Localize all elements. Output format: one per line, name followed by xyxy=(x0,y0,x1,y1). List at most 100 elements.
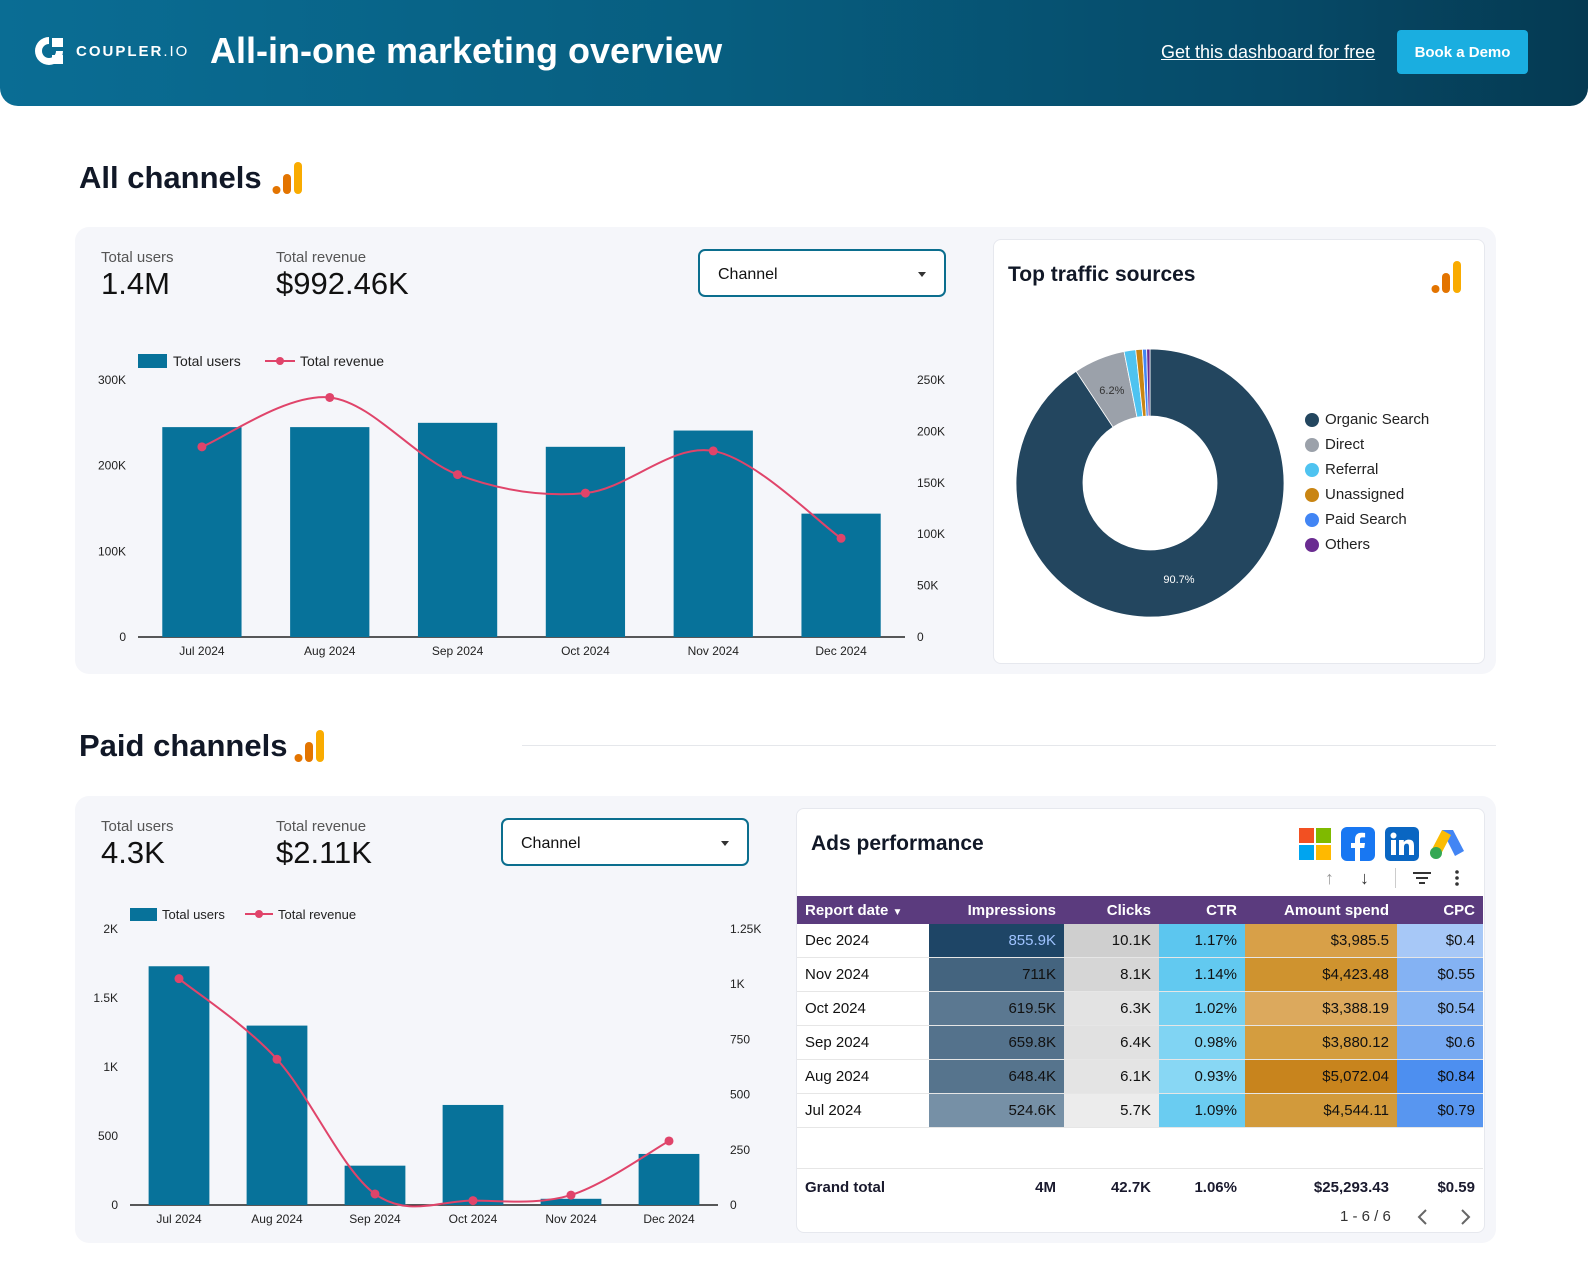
legend-revenue-marker xyxy=(255,910,263,918)
google-analytics-icon xyxy=(294,730,324,762)
cell-cpc: $0.54 xyxy=(1397,991,1483,1026)
bar-total-users xyxy=(801,513,881,637)
cell-ctr: 1.09% xyxy=(1159,1093,1245,1128)
cell-clicks: 5.7K xyxy=(1064,1093,1159,1128)
legend-label: Referral xyxy=(1325,461,1379,478)
column-impressions[interactable]: Impressions xyxy=(929,896,1064,924)
cell-amount-spend: $3,880.12 xyxy=(1245,1025,1397,1060)
x-tick-label: Oct 2024 xyxy=(449,1212,498,1226)
y-right-tick-label: 1K xyxy=(730,977,745,991)
y-right-tick-label: 150K xyxy=(917,476,945,490)
legend-revenue-marker xyxy=(276,357,284,365)
cell-cpc: $0.6 xyxy=(1397,1025,1483,1060)
point-total-revenue xyxy=(197,442,207,452)
x-tick-label: Jul 2024 xyxy=(156,1212,202,1226)
cell-impressions: 711K xyxy=(929,957,1064,992)
paid-total-users-value: 4.3K xyxy=(101,835,165,870)
legend-others[interactable]: Others xyxy=(1305,536,1370,553)
y-right-tick-label: 0 xyxy=(730,1198,737,1212)
page-title: All-in-one marketing overview xyxy=(210,30,723,71)
google-ads-icon xyxy=(1430,830,1464,859)
table-row[interactable]: Dec 2024 855.9K 10.1K 1.17% $3,985.5 $0.4 xyxy=(797,924,1483,958)
y-right-tick-label: 0 xyxy=(917,630,924,644)
cell-amount-spend: $4,423.48 xyxy=(1245,957,1397,992)
channel-dropdown[interactable]: Channel xyxy=(698,249,946,297)
cell-impressions: 659.8K xyxy=(929,1025,1064,1060)
y-right-tick-label: 250 xyxy=(730,1143,750,1157)
get-dashboard-link[interactable]: Get this dashboard for free xyxy=(1161,42,1376,62)
chevron-right-icon[interactable] xyxy=(1458,1208,1472,1226)
cell-impressions: 524.6K xyxy=(929,1093,1064,1128)
chevron-left-icon[interactable] xyxy=(1416,1208,1430,1226)
legend-unassigned[interactable]: Unassigned xyxy=(1305,486,1404,503)
cell-amount-spend: $5,072.04 xyxy=(1245,1059,1397,1094)
legend-label: Paid Search xyxy=(1325,511,1407,528)
legend-revenue-label: Total revenue xyxy=(300,353,384,369)
grand-total-row: Grand total 4M 42.7K 1.06% $25,293.43 $0… xyxy=(797,1168,1483,1205)
all-channels-chart: Total users Total revenue 0 100K 200K 300K 0… xyxy=(98,353,945,658)
all-channels-title: All channels xyxy=(79,160,262,195)
legend-label: Organic Search xyxy=(1325,411,1430,428)
table-row[interactable]: Nov 2024 711K 8.1K 1.14% $4,423.48 $0.55 xyxy=(797,957,1483,992)
legend-users-label: Total users xyxy=(162,907,225,922)
legend-organic-search[interactable]: Organic Search xyxy=(1305,411,1429,428)
x-tick-label: Sep 2024 xyxy=(349,1212,401,1226)
table-row[interactable]: Aug 2024 648.4K 6.1K 0.93% $5,072.04 $0.84 xyxy=(797,1059,1483,1094)
traffic-sources-title: Top traffic sources xyxy=(1008,263,1196,286)
coupler-logo-icon xyxy=(35,37,63,65)
more-options-icon[interactable] xyxy=(1453,869,1461,887)
x-tick-label: Sep 2024 xyxy=(432,644,484,658)
y-right-tick-label: 500 xyxy=(730,1088,750,1102)
ads-performance-table: Report date ▼ Impressions Clicks CTR Amo… xyxy=(797,896,1483,1128)
column-amount-spend[interactable]: Amount spend xyxy=(1245,896,1397,924)
y-right-tick-label: 250K xyxy=(917,373,945,387)
column-ctr[interactable]: CTR xyxy=(1159,896,1245,924)
point-total-revenue xyxy=(272,1054,282,1064)
table-row[interactable]: Oct 2024 619.5K 6.3K 1.02% $3,388.19 $0.54 xyxy=(797,991,1483,1026)
cell-cpc: $0.84 xyxy=(1397,1059,1483,1094)
paid-total-users-label: Total users xyxy=(101,818,174,835)
y-left-tick-label: 1.5K xyxy=(93,991,118,1005)
sort-ascending-icon[interactable]: ↑ xyxy=(1325,868,1334,888)
donut-slice xyxy=(1146,348,1151,417)
book-demo-button[interactable]: Book a Demo xyxy=(1397,30,1528,74)
cell-clicks: 10.1K xyxy=(1064,924,1159,958)
cell-ctr: 1.02% xyxy=(1159,991,1245,1026)
y-left-tick-label: 0 xyxy=(111,1198,118,1212)
legend-direct[interactable]: Direct xyxy=(1305,436,1364,453)
linkedin-icon xyxy=(1385,827,1419,861)
x-tick-label: Dec 2024 xyxy=(643,1212,695,1226)
table-header-row: Report date ▼ Impressions Clicks CTR Amo… xyxy=(797,896,1483,924)
table-row[interactable]: Jul 2024 524.6K 5.7K 1.09% $4,544.11 $0.79 xyxy=(797,1093,1483,1128)
chevron-down-icon xyxy=(721,841,729,846)
line-total-revenue xyxy=(178,977,670,1208)
column-report-date[interactable]: Report date ▼ xyxy=(797,896,929,924)
column-clicks[interactable]: Clicks xyxy=(1064,896,1159,924)
google-analytics-icon xyxy=(272,162,302,194)
brand-name: COUPLER.IO xyxy=(76,42,190,60)
total-users-label: Total users xyxy=(101,249,174,266)
table-row[interactable]: Sep 2024 659.8K 6.4K 0.98% $3,880.12 $0.6 xyxy=(797,1025,1483,1060)
paid-channel-dropdown[interactable]: Channel xyxy=(501,818,749,866)
traffic-donut-chart: 90.7% 6.2% xyxy=(1015,348,1285,618)
cell-cpc: $0.55 xyxy=(1397,957,1483,992)
filter-icon[interactable] xyxy=(1413,871,1431,885)
legend-paid-search[interactable]: Paid Search xyxy=(1305,511,1407,528)
column-cpc[interactable]: CPC xyxy=(1397,896,1483,924)
facebook-icon xyxy=(1341,827,1375,861)
bar-total-users xyxy=(673,430,753,637)
legend-dot xyxy=(1305,462,1319,477)
cell-report-date: Jul 2024 xyxy=(797,1093,929,1128)
cell-cpc: $0.4 xyxy=(1397,924,1483,958)
y-right-tick-label: 200K xyxy=(917,424,945,438)
microsoft-icon xyxy=(1299,828,1331,860)
cell-clicks: 6.3K xyxy=(1064,991,1159,1026)
toolbar-divider xyxy=(1395,868,1396,888)
y-left-tick-label: 2K xyxy=(103,922,118,936)
point-total-revenue xyxy=(580,488,590,498)
cell-ctr: 0.93% xyxy=(1159,1059,1245,1094)
bar-total-users xyxy=(148,966,210,1205)
sort-descending-icon[interactable]: ↓ xyxy=(1360,868,1369,888)
legend-referral[interactable]: Referral xyxy=(1305,461,1378,478)
coupler-logo[interactable]: COUPLER.IO xyxy=(32,34,189,68)
